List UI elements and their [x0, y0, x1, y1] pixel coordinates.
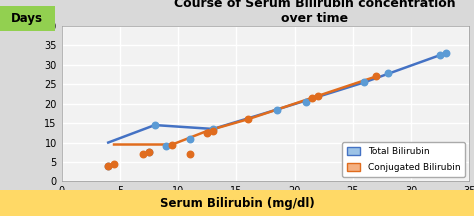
- Point: [186, 137, 193, 140]
- Point: [209, 129, 217, 133]
- Point: [145, 151, 153, 154]
- Legend: Total Bilirubin, Conjugated Bilirubin: Total Bilirubin, Conjugated Bilirubin: [342, 142, 465, 177]
- Point: [104, 164, 112, 168]
- Text: Days: Days: [11, 12, 43, 25]
- Point: [104, 164, 112, 168]
- Point: [384, 71, 392, 74]
- Point: [372, 75, 380, 78]
- Point: [145, 151, 153, 154]
- Point: [273, 108, 281, 111]
- Point: [244, 118, 252, 121]
- Point: [151, 123, 159, 127]
- Point: [308, 96, 316, 100]
- Title: Course of Serum Bilirubin concentration
over time: Course of Serum Bilirubin concentration …: [173, 0, 455, 25]
- Point: [168, 143, 176, 146]
- Point: [110, 162, 118, 166]
- Point: [437, 53, 444, 57]
- Point: [186, 152, 193, 156]
- Point: [442, 51, 450, 55]
- Point: [361, 81, 368, 84]
- Point: [139, 152, 147, 156]
- Text: Serum Bilirubin (mg/dl): Serum Bilirubin (mg/dl): [160, 197, 314, 210]
- Point: [209, 127, 217, 131]
- Point: [163, 145, 170, 148]
- Point: [203, 131, 211, 135]
- Point: [302, 100, 310, 103]
- Point: [314, 94, 322, 98]
